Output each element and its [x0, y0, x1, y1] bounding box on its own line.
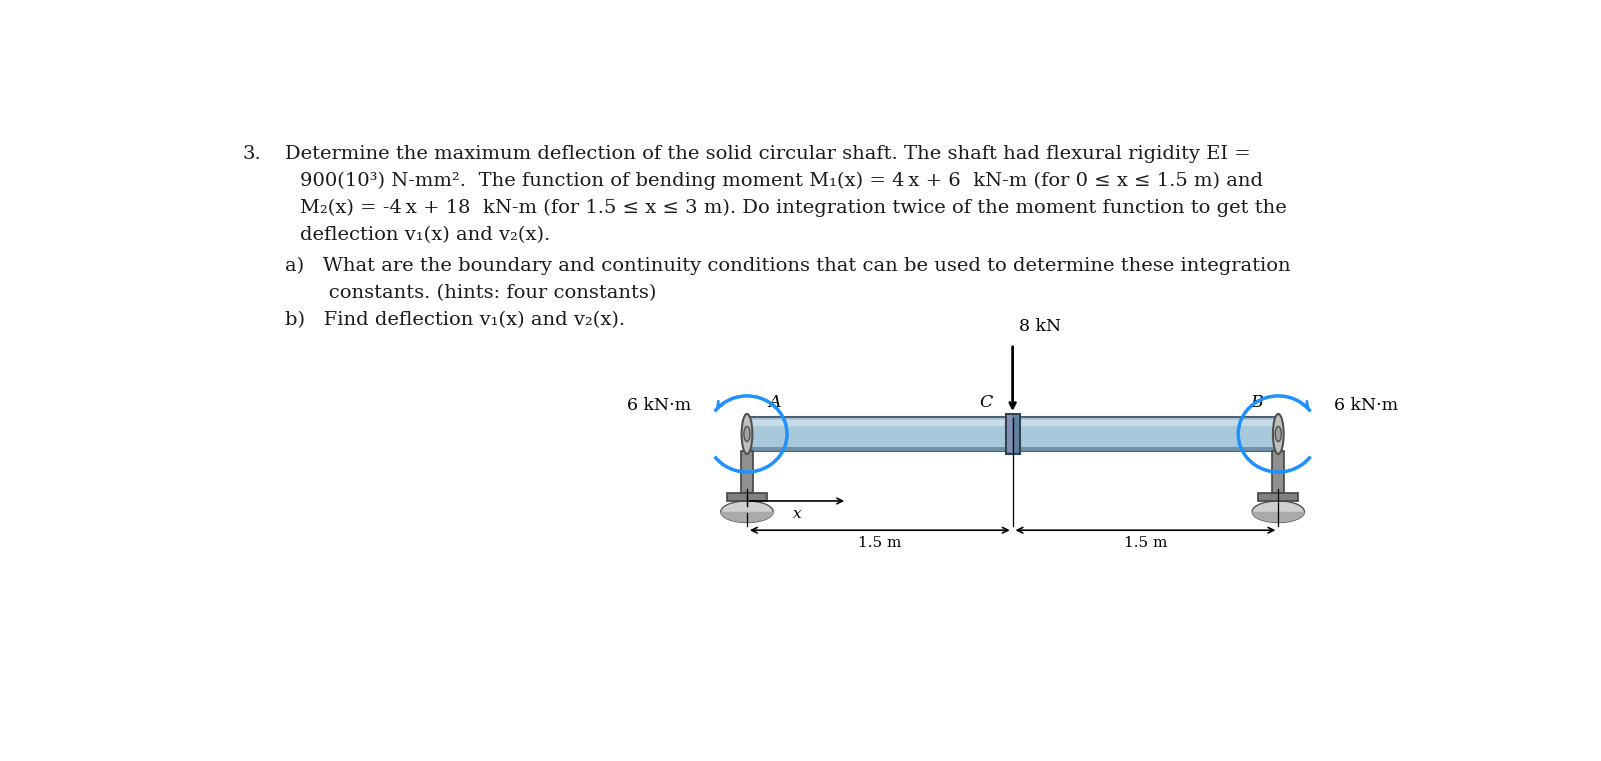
Text: B: B: [1250, 394, 1263, 411]
Ellipse shape: [720, 501, 773, 523]
Text: deflection v₁(x) and v₂(x).: deflection v₁(x) and v₂(x).: [301, 226, 551, 244]
Text: b)   Find deflection v₁(x) and v₂(x).: b) Find deflection v₁(x) and v₂(x).: [285, 310, 624, 329]
Bar: [1005, 414, 1020, 454]
Ellipse shape: [1273, 414, 1284, 454]
Text: 1.5 m: 1.5 m: [858, 537, 901, 550]
Ellipse shape: [744, 426, 749, 441]
Text: x: x: [792, 507, 802, 521]
Bar: [748, 417, 1278, 451]
Bar: [727, 493, 767, 501]
Text: a)   What are the boundary and continuity conditions that can be used to determi: a) What are the boundary and continuity …: [285, 257, 1290, 275]
Text: constants. (hints: four constants): constants. (hints: four constants): [285, 284, 656, 302]
Text: C: C: [980, 394, 993, 411]
Ellipse shape: [1276, 426, 1281, 441]
Text: 8 kN: 8 kN: [1018, 317, 1061, 335]
Text: 3.: 3.: [243, 145, 261, 163]
Bar: [1258, 493, 1298, 501]
Bar: [1007, 416, 1012, 453]
Text: 900(10³) N-mm².  The function of bending moment M₁(x) = 4 x + 6  kN-m (for 0 ≤ x: 900(10³) N-mm². The function of bending …: [301, 172, 1263, 190]
Text: M₂(x) = -4 x + 18  kN-m (for 1.5 ≤ x ≤ 3 m). Do integration twice of the moment : M₂(x) = -4 x + 18 kN-m (for 1.5 ≤ x ≤ 3 …: [301, 199, 1287, 218]
Bar: [741, 451, 752, 493]
Text: A: A: [768, 394, 781, 411]
Ellipse shape: [1252, 501, 1305, 523]
Bar: [748, 447, 1278, 451]
Text: Determine the maximum deflection of the solid circular shaft. The shaft had flex: Determine the maximum deflection of the …: [285, 145, 1250, 163]
Text: 1.5 m: 1.5 m: [1124, 537, 1167, 550]
Bar: [1273, 451, 1284, 493]
Ellipse shape: [741, 414, 752, 454]
Text: 6 kN·m: 6 kN·m: [1334, 397, 1398, 415]
Text: 6 kN·m: 6 kN·m: [628, 397, 692, 415]
Polygon shape: [720, 511, 773, 523]
Bar: [748, 420, 1278, 426]
Polygon shape: [1252, 511, 1305, 523]
